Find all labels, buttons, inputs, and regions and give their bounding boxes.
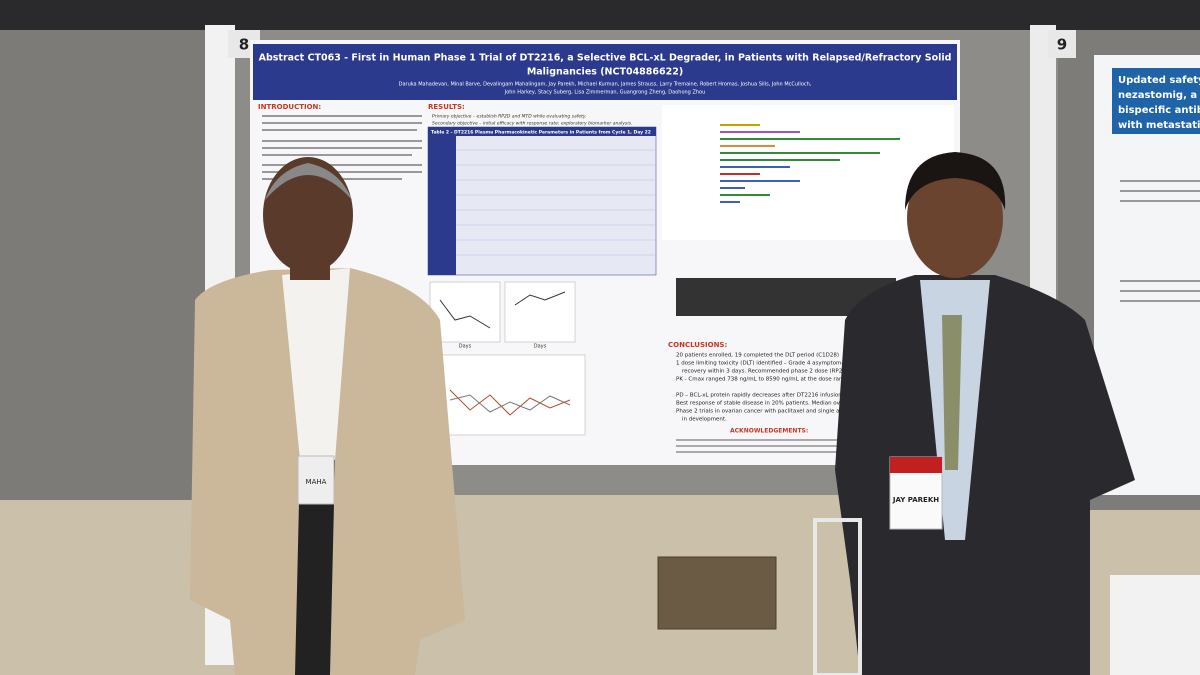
section-heading: CONCLUSIONS: bbox=[668, 341, 727, 349]
plot bbox=[429, 281, 501, 343]
conclusion-line: recovery within 3 days. Recommended phas… bbox=[682, 369, 860, 375]
right-poster-header bbox=[1112, 68, 1200, 134]
text-lines bbox=[1120, 180, 1200, 302]
chair bbox=[813, 518, 862, 675]
right-poster-title: bispecific antib bbox=[1118, 105, 1200, 116]
plot-line bbox=[449, 394, 571, 413]
conclusion-line: 20 patients enrolled, 19 completed the D… bbox=[676, 353, 839, 359]
table-row-header bbox=[428, 136, 456, 275]
right-poster-title: Updated safety bbox=[1118, 75, 1200, 86]
conclusion-line: 1 dose limiting toxicity (DLT) identifie… bbox=[676, 361, 851, 367]
right-poster-title: nezastomig, a f bbox=[1118, 90, 1200, 101]
badge-name: JAY PAREKH bbox=[892, 496, 939, 504]
results-line: Secondary objective – initial efficacy w… bbox=[432, 121, 632, 127]
poster-authors: Daruka Mahadevan, Minal Barve, Devalinga… bbox=[399, 82, 812, 88]
pk-table bbox=[427, 126, 657, 276]
ceiling bbox=[0, 0, 1200, 30]
booth-number: 9 bbox=[1057, 36, 1067, 54]
conclusion-line: in development. bbox=[682, 417, 727, 423]
plot-line bbox=[439, 299, 491, 329]
section-heading: ACKNOWLEDGEMENTS: bbox=[730, 428, 808, 435]
results-line: Primary objective – establish RP2D and M… bbox=[432, 114, 587, 120]
section-heading: INTRODUCTION: bbox=[258, 103, 321, 111]
plot bbox=[439, 354, 586, 436]
right-poster-title: with metastatic bbox=[1118, 120, 1200, 131]
swimmer-plot bbox=[662, 105, 954, 240]
axis-label: Days bbox=[459, 344, 472, 350]
poster-title: Malignancies (NCT04886622) bbox=[527, 67, 683, 78]
plot bbox=[504, 281, 576, 343]
poster-header bbox=[253, 44, 957, 100]
floor-grate bbox=[657, 556, 777, 630]
booth-sign bbox=[1048, 30, 1076, 58]
section-heading: RESULTS: bbox=[428, 103, 465, 111]
person-left: MAHA bbox=[190, 157, 465, 675]
panel-left bbox=[0, 30, 205, 500]
swimmer-bars bbox=[720, 124, 900, 203]
text-lines bbox=[676, 439, 946, 453]
conclusion-line: PK - Cmax ranged 738 ng/mL to 8590 ng/mL… bbox=[676, 377, 850, 383]
badge-name: MAHA bbox=[306, 478, 327, 486]
booth-number: 8 bbox=[239, 36, 249, 54]
poster-authors: John Harkey, Stacy Suberg, Lisa Zimmerma… bbox=[504, 90, 706, 96]
plot-line bbox=[514, 291, 566, 306]
plot-line bbox=[449, 389, 571, 416]
chair bbox=[1110, 575, 1200, 675]
conclusion-line: Phase 2 trials in ovarian cancer with pa… bbox=[676, 409, 859, 415]
axis-label: Days bbox=[534, 344, 547, 350]
poster-title: Abstract CT063 - First in Human Phase 1 … bbox=[259, 53, 952, 64]
table-title: Table 2 - DT2216 Plasma Pharmacokinetic … bbox=[431, 130, 651, 136]
person-right: JAY PAREKH bbox=[835, 152, 1135, 675]
conclusion-line: Best response of stable disease in 20% p… bbox=[676, 401, 860, 407]
table-header bbox=[428, 127, 656, 136]
table-grid bbox=[428, 149, 656, 256]
conclusion-line: PD – BCL-xL protein rapidly decreases af… bbox=[676, 393, 854, 399]
